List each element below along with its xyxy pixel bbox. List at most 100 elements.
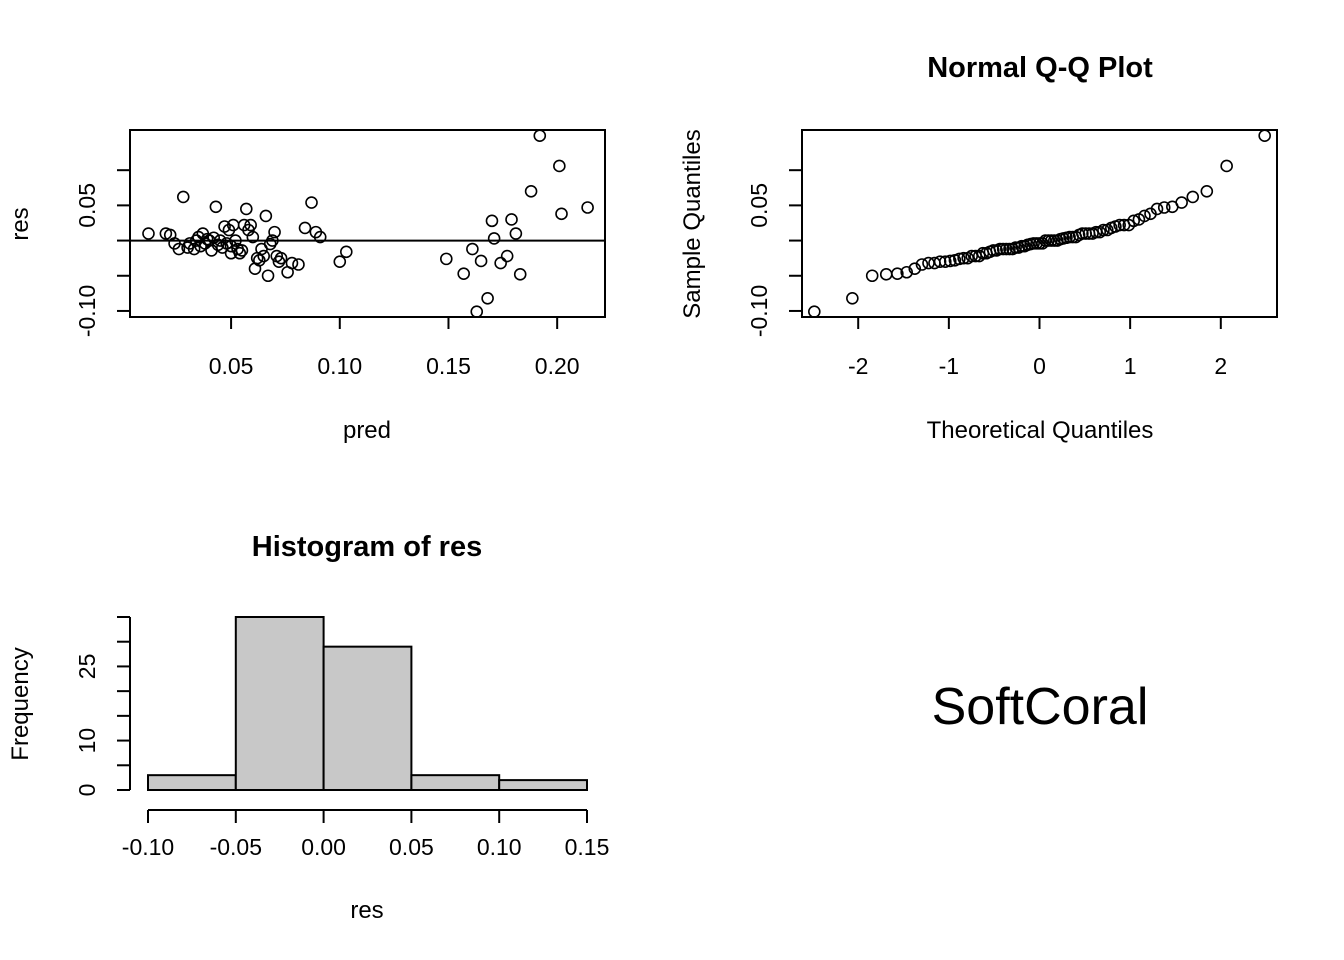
residual-point [187, 242, 201, 256]
residual-point [313, 230, 327, 244]
qq-point [1186, 190, 1200, 204]
residual-point [244, 218, 257, 232]
qq-x-tick-label: 2 [1214, 353, 1227, 379]
qq-point [957, 251, 970, 265]
x-tick-label: 0.10 [317, 353, 362, 379]
residual-point [172, 242, 186, 256]
residuals-plot-frame [129, 129, 606, 318]
qq-plot-panel: Normal Q-Q Plot Theoretical Quantiles Sa… [679, 52, 1278, 444]
qq-y-tick-label: 0.05 [746, 183, 772, 228]
residual-point [505, 213, 518, 226]
histogram-bar [234, 616, 325, 791]
qq-point [865, 269, 879, 283]
residual-point [305, 196, 318, 209]
residual-point [246, 230, 260, 244]
residual-point [470, 305, 484, 318]
y-tick-label: -0.10 [74, 285, 100, 337]
residual-point [257, 249, 270, 263]
qq-point [915, 258, 929, 271]
qq-point [987, 244, 1000, 257]
qq-point [1097, 223, 1110, 237]
residual-point [533, 129, 547, 143]
qq-x-tick-label: -2 [848, 353, 868, 379]
qq-point [879, 268, 893, 281]
qq-x-tick-label: -1 [939, 353, 959, 379]
qq-point [972, 249, 986, 263]
qq-point [996, 242, 1010, 256]
panel4-label: SoftCoral [932, 678, 1149, 736]
y-tick-label: 0.05 [74, 183, 100, 228]
residual-point [474, 254, 488, 268]
residual-point [274, 251, 288, 265]
qq-point [891, 267, 904, 280]
residual-point [213, 234, 227, 247]
residuals-vs-pred-panel: pred res 0.05 0.10 0.15 0.20 -0.10 0.05 [7, 129, 606, 444]
residual-point [481, 291, 494, 305]
residual-point [268, 225, 281, 239]
qq-point [1150, 202, 1164, 216]
qq-point [1157, 201, 1171, 214]
qq-plot-y-label: Sample Quantiles [679, 129, 706, 318]
qq-point [953, 252, 966, 266]
residual-point [200, 232, 214, 246]
qq-point [1076, 227, 1089, 240]
qq-point [938, 255, 952, 268]
residual-point [457, 267, 470, 280]
residual-point [216, 241, 229, 254]
residual-point [261, 269, 275, 283]
histogram-x-tick-label: 0.15 [565, 834, 610, 860]
qq-point [1063, 230, 1076, 244]
histogram-panel: Histogram of res res Frequency -0.10 -0.0… [7, 531, 609, 924]
x-tick-label: 0.05 [209, 353, 254, 379]
qq-point [1113, 218, 1126, 232]
residual-point [298, 221, 312, 235]
histogram-title: Histogram of res [252, 531, 482, 563]
qq-point [933, 255, 947, 268]
residual-point [485, 214, 499, 228]
residual-point [240, 202, 253, 216]
residual-point [509, 227, 523, 240]
qq-point [1175, 196, 1188, 209]
residual-point [233, 246, 247, 260]
qq-point [900, 265, 913, 279]
residual-point [494, 256, 507, 270]
histogram-x-tick-label: -0.05 [210, 834, 262, 860]
qq-point [1220, 159, 1233, 173]
qq-x-tick-label: 0 [1033, 353, 1046, 379]
qq-point [1127, 214, 1141, 228]
qq-plot-x-label: Theoretical Quantiles [927, 417, 1154, 444]
histogram-bar [410, 774, 501, 792]
qq-x-tick-label: 1 [1124, 353, 1137, 379]
qq-point [943, 254, 957, 268]
qq-point [1000, 242, 1013, 256]
residual-point [440, 252, 453, 266]
histogram-bar [147, 774, 237, 792]
residual-point [209, 200, 223, 214]
x-tick-label: 0.15 [426, 353, 471, 379]
qq-y-tick-label: -0.10 [746, 285, 772, 337]
residual-point [266, 234, 279, 247]
residual-point [581, 201, 594, 214]
histogram-y-tick-label: 0 [74, 784, 100, 797]
histogram-y-tick-label: 10 [74, 728, 100, 754]
histogram-y-label: Frequency [7, 647, 34, 760]
residual-point [500, 249, 514, 263]
qq-point [808, 305, 821, 318]
residual-point [513, 268, 527, 281]
histogram-y-tick-label: 25 [74, 654, 100, 680]
qq-point [965, 249, 979, 263]
qq-point [993, 242, 1007, 256]
residual-point [487, 232, 501, 245]
qq-point [846, 291, 859, 305]
residual-point [176, 190, 190, 204]
qq-point [1258, 129, 1271, 143]
residual-point [292, 258, 305, 271]
histogram-x-tick-label: 0.10 [477, 834, 522, 860]
residual-point [207, 231, 220, 245]
qq-point [908, 262, 922, 276]
histogram-x-tick-label: 0.00 [301, 834, 346, 860]
residual-point [555, 207, 568, 221]
residual-point [229, 234, 242, 247]
